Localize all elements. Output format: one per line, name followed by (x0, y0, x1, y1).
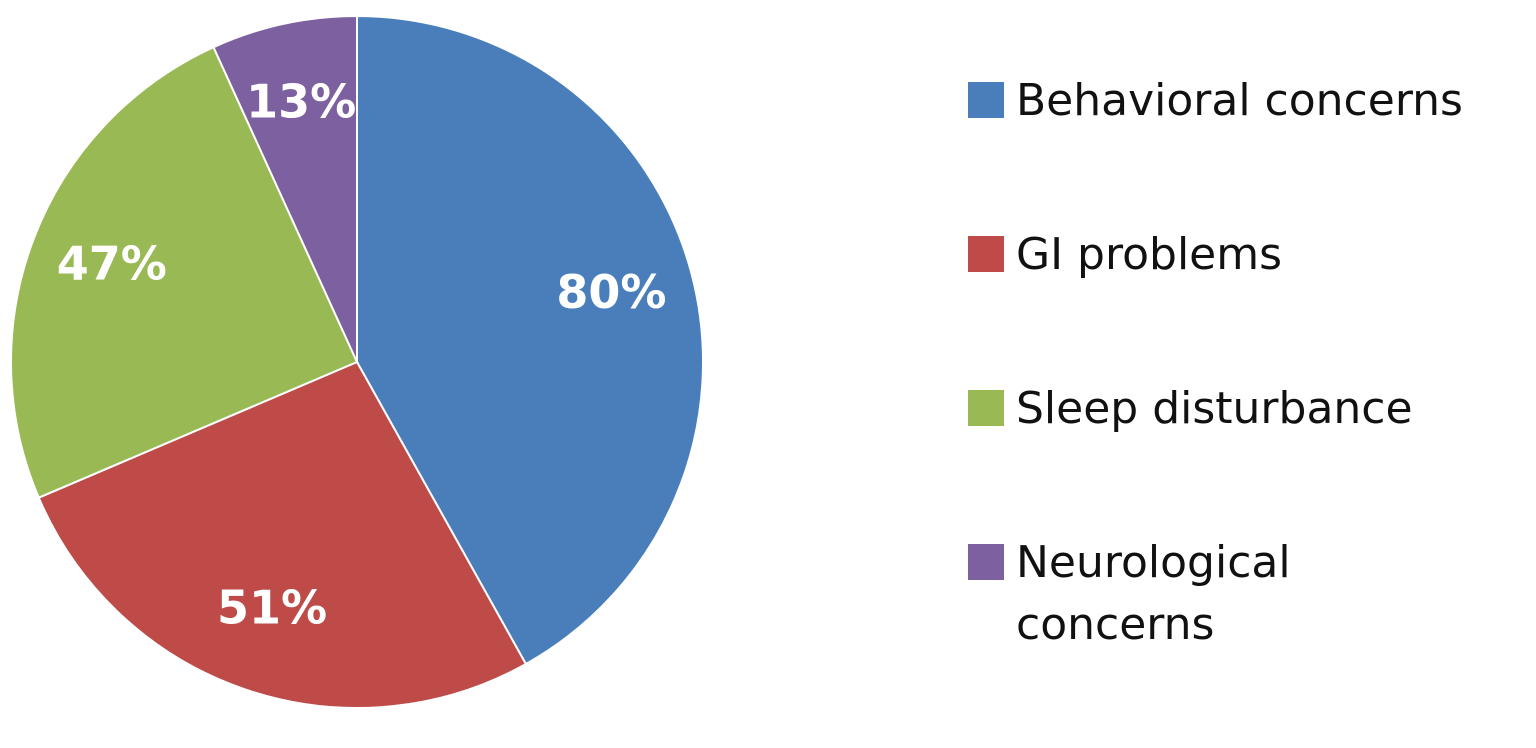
legend-label: Sleep disturbance (1016, 383, 1413, 434)
pie-slice (10, 45, 359, 500)
pie-slice (356, 14, 704, 666)
legend-item: GI problems (968, 224, 1488, 286)
legend-swatch (968, 544, 1004, 580)
value-label: 80% (556, 265, 666, 319)
legend-item: Neurological concerns (968, 532, 1488, 656)
legend-item: Behavioral concerns (968, 70, 1488, 132)
value-label: 13% (246, 75, 356, 129)
value-label: 51% (217, 580, 327, 634)
legend-label: Behavioral concerns (1016, 75, 1463, 126)
legend-swatch (968, 82, 1004, 118)
value-label: 47% (57, 236, 167, 290)
legend-swatch (968, 236, 1004, 272)
legend-item: Sleep disturbance (968, 378, 1488, 440)
pie-slice (37, 360, 528, 708)
legend-swatch (968, 390, 1004, 426)
legend-label: GI problems (1016, 229, 1283, 280)
chart: 80% 51% 47% 13% (10, 14, 704, 708)
pie-slice (212, 14, 358, 363)
legend-label: Neurological concerns (1016, 537, 1291, 650)
legend: Behavioral concerns GI problems Sleep dist… (968, 70, 1488, 748)
page: 80% 51% 47% 13% Behavioral concerns GI probl… (10, 14, 1463, 708)
